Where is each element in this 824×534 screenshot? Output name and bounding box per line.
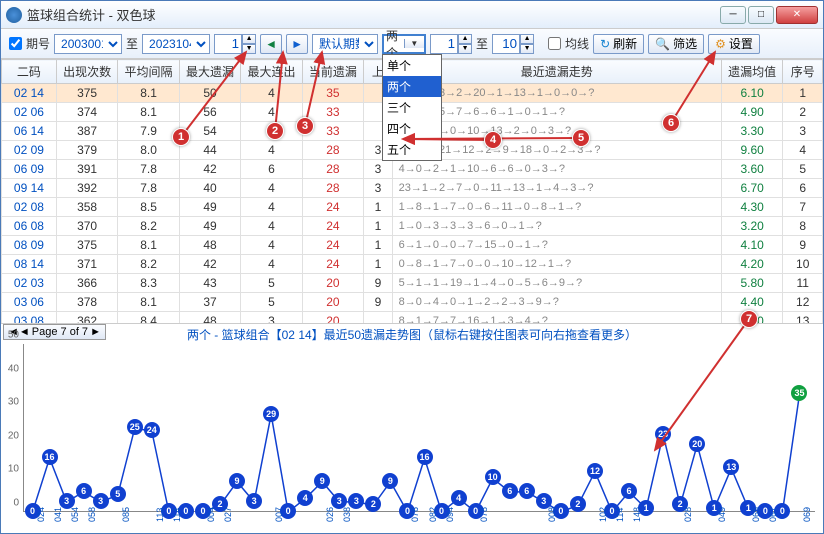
range-from-input[interactable] <box>430 34 458 54</box>
chart-marker[interactable]: 9 <box>382 473 398 489</box>
callout-badge: 3 <box>296 117 314 135</box>
table-row[interactable]: 02 033668.34352095→1→1→19→1→4→0→5→6→9→?5… <box>2 274 823 293</box>
window-title: 篮球组合统计 - 双色球 <box>27 5 718 24</box>
table-row[interactable]: 09 143927.840428323→1→2→7→0→11→13→1→4→3→… <box>2 179 823 198</box>
range-to-spinner[interactable]: ▲▼ <box>492 34 534 54</box>
chart-marker[interactable]: 29 <box>263 406 279 422</box>
chart-marker[interactable]: 9 <box>229 473 245 489</box>
pager-last-icon[interactable]: ► <box>90 326 101 338</box>
range-to-input[interactable] <box>492 34 520 54</box>
chart-marker[interactable]: 6 <box>76 483 92 499</box>
range-from-spinner[interactable]: ▲▼ <box>430 34 472 54</box>
table-row[interactable]: 03 063788.13752098→0→4→0→1→2→2→3→9→?4.40… <box>2 293 823 312</box>
chart-plot[interactable]: 01020304050 0163635252400029329049332901… <box>1 344 823 526</box>
callout-badge: 1 <box>172 128 190 146</box>
y-axis: 01020304050 <box>1 344 21 514</box>
period-from-select[interactable]: 2003001 <box>54 34 122 54</box>
combo-option[interactable]: 四个 <box>383 118 441 139</box>
period-to-select[interactable]: 2023104 <box>142 34 210 54</box>
chart-marker[interactable]: 5 <box>110 486 126 502</box>
close-button[interactable]: ✕ <box>776 6 818 24</box>
app-icon <box>6 7 22 23</box>
table-row[interactable]: 06 093917.84262834→0→2→1→10→6→6→0→3→?3.6… <box>2 160 823 179</box>
callout-badge: 5 <box>572 129 590 147</box>
chart-marker[interactable]: 24 <box>144 422 160 438</box>
spin-down-icon[interactable]: ▼ <box>242 44 256 54</box>
column-header[interactable]: 最大连出 <box>241 60 302 84</box>
combo-option[interactable]: 五个 <box>383 139 441 160</box>
chart-marker[interactable]: 13 <box>723 459 739 475</box>
column-header[interactable]: 平均间隔 <box>118 60 179 84</box>
group-combo[interactable]: 两个▼ 单个两个三个四个五个 <box>382 34 426 54</box>
chart-marker[interactable]: 12 <box>587 463 603 479</box>
spin-up-icon[interactable]: ▲ <box>242 34 256 44</box>
combo-option[interactable]: 三个 <box>383 97 441 118</box>
callout-badge: 2 <box>266 122 284 140</box>
default-periods-select[interactable]: 默认期数 <box>312 34 378 54</box>
to-label-2: 至 <box>476 35 488 52</box>
chart-marker[interactable]: 35 <box>791 385 807 401</box>
chart-marker[interactable]: 6 <box>519 483 535 499</box>
chart-marker[interactable]: 6 <box>502 483 518 499</box>
table-row[interactable]: 06 083708.24942411→0→3→3→3→6→0→1→?3.208 <box>2 217 823 236</box>
chart-marker[interactable]: 10 <box>485 469 501 485</box>
chart-marker[interactable]: 6 <box>621 483 637 499</box>
combo-dropdown[interactable]: 单个两个三个四个五个 <box>382 54 442 161</box>
avgline-label: 均线 <box>565 35 589 52</box>
periods-spin-input[interactable] <box>214 34 242 54</box>
column-header[interactable]: 最大遗漏 <box>179 60 240 84</box>
chart-marker[interactable]: 9 <box>314 473 330 489</box>
filter-button[interactable]: 🔍筛选 <box>648 34 704 54</box>
callout-badge: 4 <box>484 131 502 149</box>
column-header[interactable]: 当前遗漏 <box>302 60 363 84</box>
app-window: 篮球组合统计 - 双色球 ─ □ ✕ 期号 2003001 至 2023104 … <box>0 0 824 534</box>
titlebar: 篮球组合统计 - 双色球 ─ □ ✕ <box>1 1 823 29</box>
period-checkbox[interactable] <box>9 37 22 50</box>
chart-marker[interactable]: 25 <box>127 419 143 435</box>
table-row[interactable]: 08 093758.14842416→1→0→0→7→15→0→1→?4.109 <box>2 236 823 255</box>
callout-badge: 6 <box>662 114 680 132</box>
minimize-button[interactable]: ─ <box>720 6 746 24</box>
chart-marker[interactable]: 4 <box>297 490 313 506</box>
combo-option[interactable]: 单个 <box>383 55 441 76</box>
chart-marker[interactable]: 23 <box>655 426 671 442</box>
next-button[interactable]: ► <box>286 34 308 54</box>
chart-marker[interactable]: 3 <box>246 493 262 509</box>
chart-area: ◄◄ Page 7 of 7 ► 两个 - 篮球组合【02 14】最近50遗漏走… <box>1 324 823 532</box>
combo-option[interactable]: 两个 <box>383 76 441 97</box>
column-header[interactable]: 序号 <box>783 60 823 84</box>
chart-marker[interactable]: 4 <box>451 490 467 506</box>
x-axis: 0240410540580851131140040270070260380760… <box>23 510 815 526</box>
column-header[interactable]: 出现次数 <box>56 60 117 84</box>
chart-title: 两个 - 篮球组合【02 14】最近50遗漏走势图（鼠标右键按住图表可向右拖查看… <box>1 324 823 343</box>
period-label: 期号 <box>26 35 50 52</box>
chart-marker[interactable]: 16 <box>42 449 58 465</box>
prev-button[interactable]: ◄ <box>260 34 282 54</box>
table-row[interactable]: 02 083588.54942411→8→1→7→0→6→11→0→8→1→?4… <box>2 198 823 217</box>
column-header[interactable]: 二码 <box>2 60 57 84</box>
chart-marker[interactable]: 16 <box>417 449 433 465</box>
settings-button[interactable]: ⚙设置 <box>708 34 760 54</box>
avgline-checkbox[interactable] <box>548 37 561 50</box>
table-row[interactable]: 03 083628.4483208→1→7→7→16→1→3→4→?4.5013 <box>2 312 823 325</box>
table-row[interactable]: 08 143718.24242410→8→1→7→0→0→10→12→1→?4.… <box>2 255 823 274</box>
toolbar: 期号 2003001 至 2023104 ▲▼ ◄ ► 默认期数 两个▼ 单个两… <box>1 29 823 59</box>
chart-marker[interactable]: 20 <box>689 436 705 452</box>
to-label-1: 至 <box>126 35 138 52</box>
periods-spinner[interactable]: ▲▼ <box>214 34 256 54</box>
callout-badge: 7 <box>740 310 758 328</box>
plot-area[interactable]: 0163635252400029329049332901604010663021… <box>23 344 815 512</box>
column-header[interactable]: 遗漏均值 <box>721 60 782 84</box>
refresh-button[interactable]: ↻刷新 <box>593 34 644 54</box>
chevron-down-icon[interactable]: ▼ <box>404 39 425 48</box>
pager-text: Page 7 of 7 <box>32 326 88 338</box>
maximize-button[interactable]: □ <box>748 6 774 24</box>
